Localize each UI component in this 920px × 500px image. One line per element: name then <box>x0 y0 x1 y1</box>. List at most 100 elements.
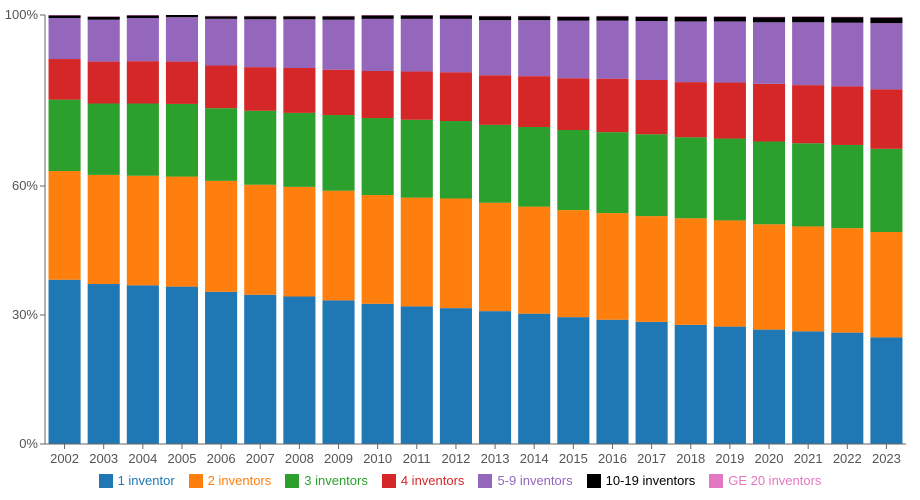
x-tick-label: 2022 <box>833 451 862 466</box>
chart-legend: 1 inventor 2 inventors 3 inventors 4 invent… <box>0 473 920 488</box>
bar-segment <box>283 16 316 20</box>
x-tick-label: 2006 <box>207 451 236 466</box>
bar-segment <box>674 324 707 444</box>
bar-segment <box>126 103 159 176</box>
bar-segment <box>439 121 472 199</box>
bar-segment <box>48 171 81 280</box>
legend-label: 10-19 inventors <box>605 473 696 488</box>
bar-segment <box>870 89 903 149</box>
legend-swatch <box>188 473 203 488</box>
bar-segment <box>165 17 199 62</box>
bar-segment <box>283 19 316 69</box>
legend-swatch <box>381 473 396 488</box>
bar-segment <box>870 17 903 24</box>
bar-segment <box>752 224 786 330</box>
bar-segment <box>635 216 668 322</box>
bar-segment <box>479 311 512 444</box>
legend-item: GE 20 inventors <box>709 473 821 488</box>
bar-segment <box>322 19 355 70</box>
x-tick-label: 2019 <box>715 451 744 466</box>
bar-segment <box>205 108 238 181</box>
x-tick-label: 2011 <box>403 451 431 466</box>
bar-segment <box>674 82 707 138</box>
bar-segment <box>400 18 433 72</box>
bar-segment <box>361 195 394 304</box>
bar-segment <box>87 16 120 20</box>
legend-swatch <box>98 473 113 488</box>
bar-segment <box>283 68 316 113</box>
stacked-bar-chart: 0% 30% 60% 100% 2002 2003 2004 2005 2006 2007 2008… <box>5 7 906 466</box>
bar-segment <box>596 213 629 320</box>
bar-segment <box>205 16 238 19</box>
bar-segment <box>713 138 746 221</box>
bar-segment <box>400 119 433 198</box>
bar-segment <box>518 20 551 77</box>
legend-label: GE 20 inventors <box>728 473 822 488</box>
bar-segment <box>870 232 903 338</box>
x-tick-label: 2018 <box>676 451 705 466</box>
bar-segment <box>596 16 629 21</box>
bar-segment <box>87 61 120 104</box>
legend-item: 1 inventor <box>98 473 175 488</box>
y-tick-label: 0% <box>19 436 38 451</box>
bar-segment <box>48 59 81 100</box>
bar-segment <box>713 326 746 444</box>
bar-segment <box>244 16 277 20</box>
x-tick-label: 2021 <box>794 451 823 466</box>
legend-item: 10-19 inventors <box>586 473 696 488</box>
bar-segment <box>361 15 394 19</box>
bar-segment <box>126 17 159 62</box>
legend-label: 3 inventors <box>304 473 368 488</box>
x-tick-label: 2005 <box>168 451 197 466</box>
legend-label: 4 inventors <box>400 473 465 488</box>
bar-segment <box>518 127 551 207</box>
bar-segment <box>165 103 199 177</box>
bar-segment <box>439 15 472 19</box>
bar-segment <box>557 20 590 79</box>
bar-segment <box>322 115 355 191</box>
bar-segment <box>126 61 159 104</box>
bar-segment <box>635 79 668 135</box>
bar-segment <box>792 143 825 227</box>
bar-segment <box>126 15 159 18</box>
bar-segment <box>557 16 590 21</box>
y-tick-label: 100% <box>5 7 39 22</box>
bar-segment <box>635 134 668 217</box>
legend-label: 5-9 inventors <box>497 473 573 488</box>
bar-segment <box>439 198 472 309</box>
bar-segment <box>752 329 786 444</box>
bar-segment <box>165 176 199 287</box>
bar-segment <box>165 61 199 104</box>
bar-segment <box>205 291 238 444</box>
x-tick-label: 2013 <box>481 451 510 466</box>
bar-segment <box>283 112 316 187</box>
bar-segment <box>752 141 786 225</box>
bar-segment <box>831 228 864 333</box>
legend-swatch <box>285 473 300 488</box>
bar-segment <box>400 197 433 307</box>
bar-segment <box>557 210 590 318</box>
bar-segment <box>479 75 512 125</box>
bar-segment <box>400 306 433 444</box>
bar-segment <box>635 321 668 444</box>
x-tick-label: 2017 <box>637 451 666 466</box>
bar-segment <box>244 19 277 68</box>
bar-segment <box>713 21 746 83</box>
bar-segment <box>322 300 355 444</box>
x-tick-label: 2020 <box>755 451 784 466</box>
bar-segment <box>831 22 864 87</box>
legend-label: 1 inventor <box>117 473 175 488</box>
y-tick-label: 60% <box>12 178 38 193</box>
bar-segment <box>870 148 903 233</box>
bar-segment <box>244 184 277 295</box>
bar-segment <box>518 76 551 127</box>
bar-segment <box>479 20 512 76</box>
legend-swatch <box>709 473 724 488</box>
bar-segment <box>596 20 629 79</box>
x-tick-label: 2004 <box>128 451 157 466</box>
bar-segment <box>283 296 316 444</box>
x-tick-label: 2007 <box>246 451 275 466</box>
bar-segment <box>205 180 238 292</box>
legend-item: 5-9 inventors <box>478 473 573 488</box>
